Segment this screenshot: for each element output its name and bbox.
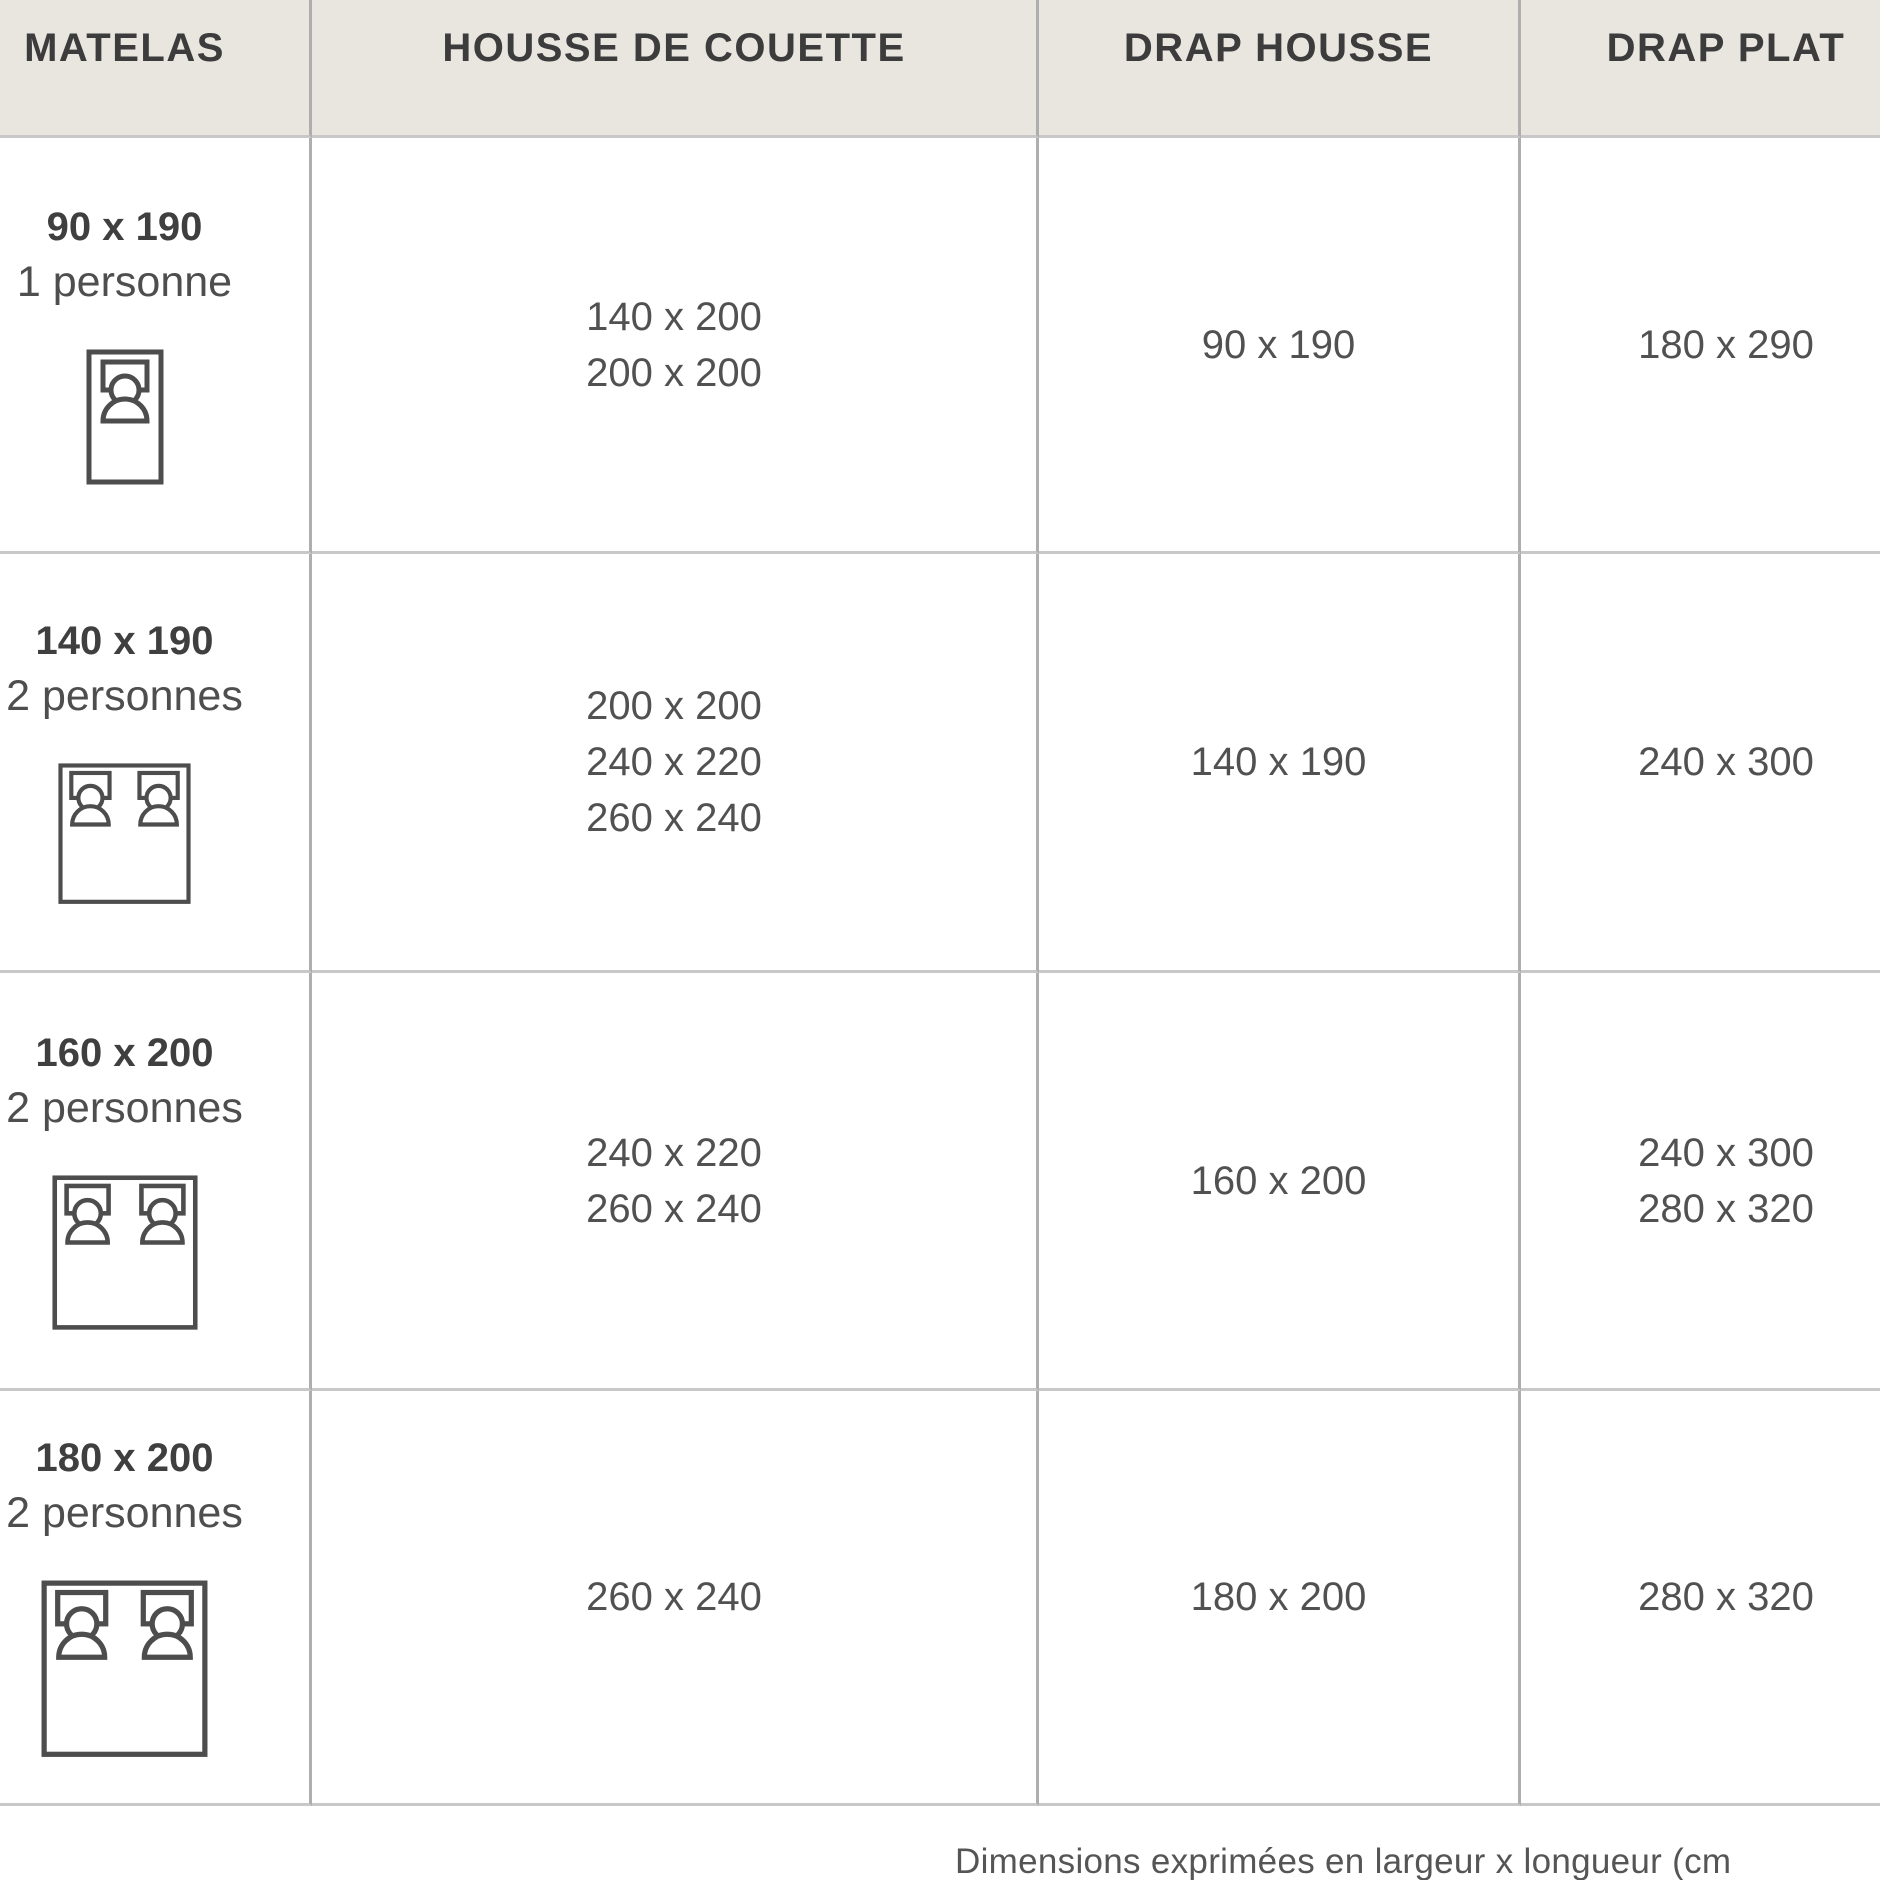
size-value: 180 x 290 (1638, 322, 1814, 367)
drap-plat-cell: 180 x 290 (1521, 138, 1880, 554)
drap-plat-cell: 240 x 300 (1521, 554, 1880, 973)
matelas-cell: 180 x 200 2 personnes (0, 1391, 312, 1806)
mattress-capacity: 2 personnes (6, 672, 243, 721)
mattress-icon (58, 763, 191, 905)
drap-housse-cell: 140 x 190 (1039, 554, 1521, 973)
housse-de-couette-cell: 200 x 200 240 x 220 260 x 240 (312, 554, 1039, 973)
bed-double-icon (58, 763, 191, 905)
mattress-size: 90 x 190 (46, 204, 203, 249)
size-value: 260 x 240 (586, 1186, 762, 1231)
drap-housse-cell: 160 x 200 (1039, 973, 1521, 1391)
column-header-label: DRAP HOUSSE (1123, 26, 1434, 70)
mattress-icon (41, 1580, 208, 1758)
size-value: 240 x 300 (1638, 740, 1814, 784)
drap-plat-cell: 240 x 300 280 x 320 (1521, 973, 1880, 1391)
drap-housse-cell: 180 x 200 (1039, 1391, 1521, 1806)
matelas-cell: 90 x 190 1 personne (0, 138, 312, 554)
housse-de-couette-cell: 260 x 240 (312, 1391, 1039, 1806)
column-header-matelas: MATELAS (0, 0, 312, 138)
mattress-size: 180 x 200 (35, 1436, 214, 1481)
column-header-housse-de-couette: HOUSSE DE COUETTE (312, 0, 1039, 138)
size-value: 280 x 320 (1638, 1575, 1814, 1619)
matelas-cell: 140 x 190 2 personnes (0, 554, 312, 973)
column-header-drap-housse: DRAP HOUSSE (1039, 0, 1521, 138)
size-value: 200 x 200 (586, 350, 762, 395)
size-value: 240 x 300 (1638, 1130, 1814, 1175)
column-header-label: HOUSSE DE COUETTE (442, 26, 906, 70)
bed-double-icon (41, 1580, 208, 1758)
housse-de-couette-cell: 140 x 200 200 x 200 (312, 138, 1039, 554)
size-value: 140 x 190 (1190, 740, 1367, 784)
mattress-size: 140 x 190 (35, 619, 214, 664)
size-value: 240 x 220 (586, 1130, 762, 1175)
mattress-size: 160 x 200 (35, 1030, 214, 1075)
size-value: 260 x 240 (586, 796, 762, 840)
drap-plat-cell: 280 x 320 (1521, 1391, 1880, 1806)
mattress-capacity: 2 personnes (6, 1489, 243, 1538)
column-header-label: MATELAS (24, 26, 225, 70)
mattress-icon (51, 1175, 198, 1330)
size-value: 280 x 320 (1638, 1186, 1814, 1231)
size-value: 180 x 200 (1190, 1575, 1367, 1619)
size-value: 90 x 190 (1201, 322, 1356, 367)
dimensions-note: Dimensions exprimées en largeur x longue… (955, 1842, 1732, 1880)
bed-double-icon (51, 1175, 198, 1330)
housse-de-couette-cell: 240 x 220 260 x 240 (312, 973, 1039, 1391)
size-value: 260 x 240 (586, 1575, 762, 1619)
size-value: 240 x 220 (586, 740, 762, 784)
drap-housse-cell: 90 x 190 (1039, 138, 1521, 554)
size-value: 200 x 200 (586, 684, 762, 728)
bedding-size-table: MATELAS HOUSSE DE COUETTE DRAP HOUSSE DR… (0, 0, 1880, 1806)
column-header-drap-plat: DRAP PLAT (1521, 0, 1880, 138)
mattress-capacity: 1 personne (16, 257, 233, 306)
matelas-cell: 160 x 200 2 personnes (0, 973, 312, 1391)
mattress-icon (86, 349, 164, 485)
mattress-capacity: 2 personnes (6, 1083, 243, 1132)
size-value: 140 x 200 (586, 294, 762, 339)
size-value: 160 x 200 (1190, 1158, 1367, 1203)
bed-single-icon (86, 349, 163, 484)
column-header-label: DRAP PLAT (1606, 26, 1846, 70)
